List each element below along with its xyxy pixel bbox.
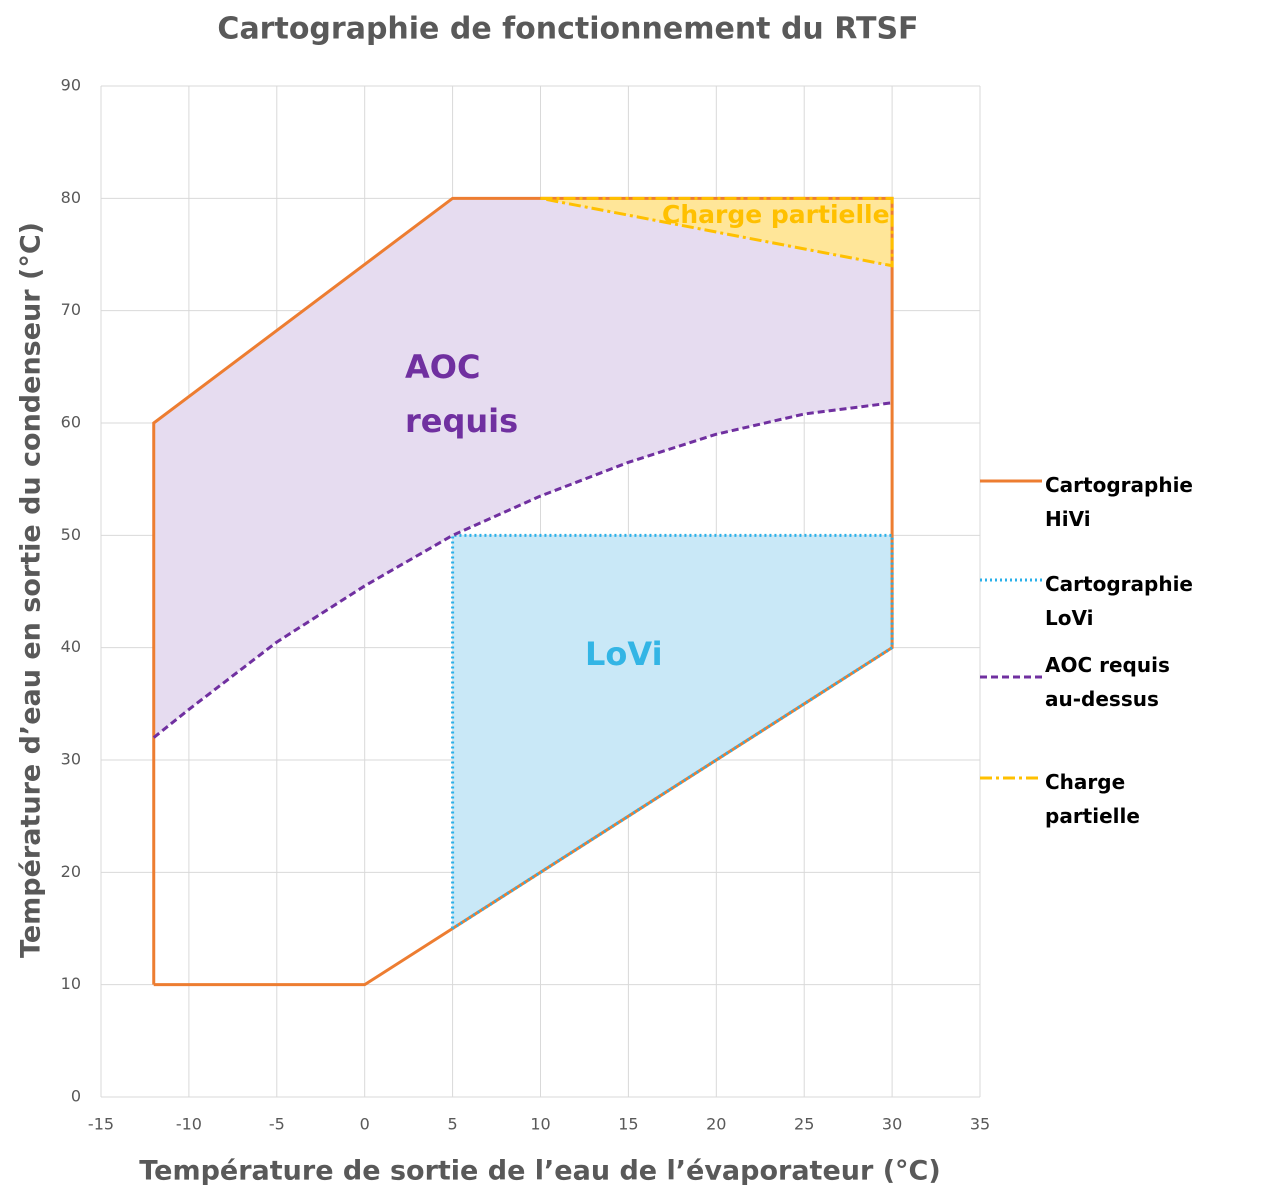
y-tick-label: 40 (61, 637, 81, 656)
x-tick-label: 30 (882, 1115, 902, 1134)
area-fill (452, 535, 893, 929)
legend-label: Charge partielle (1045, 770, 1140, 828)
annotation: LoVi (585, 635, 663, 673)
y-tick-label: 10 (61, 974, 81, 993)
y-tick-label: 50 (61, 525, 81, 544)
x-tick-label: -10 (176, 1115, 202, 1134)
legend-label: Cartographie HiVi (1045, 473, 1193, 531)
y-tick-label: 30 (61, 750, 81, 769)
x-tick-label: 10 (530, 1115, 550, 1134)
x-tick-label: 35 (970, 1115, 990, 1134)
x-tick-label: 25 (794, 1115, 814, 1134)
legend-label: AOC requis au-dessus (1045, 653, 1170, 711)
y-tick-label: 80 (61, 188, 81, 207)
legend-label: Cartographie LoVi (1045, 572, 1193, 630)
series-line (152, 196, 894, 987)
y-axis-title: Température d’eau en sortie du condenseu… (16, 222, 47, 958)
y-tick-label: 90 (61, 76, 81, 95)
x-tick-label: 5 (448, 1115, 458, 1134)
y-tick-label: 70 (61, 300, 81, 319)
x-axis-title: Température de sortie de l’eau de l’évap… (139, 1156, 940, 1187)
x-tick-label: -5 (269, 1115, 285, 1134)
y-tick-label: 60 (61, 413, 81, 432)
x-tick-label: 20 (706, 1115, 726, 1134)
x-tick-label: 0 (360, 1115, 370, 1134)
y-tick-label: 0 (71, 1087, 81, 1106)
y-tick-label: 20 (61, 862, 81, 881)
annotation: Charge partielle (662, 200, 890, 229)
annotation: AOC requis (405, 348, 519, 440)
series-line (152, 401, 893, 739)
series-line (540, 196, 894, 268)
x-tick-label: -15 (88, 1115, 114, 1134)
x-tick-label: 15 (618, 1115, 638, 1134)
chart-title: Cartographie de fonctionnement du RTSF (217, 12, 918, 47)
